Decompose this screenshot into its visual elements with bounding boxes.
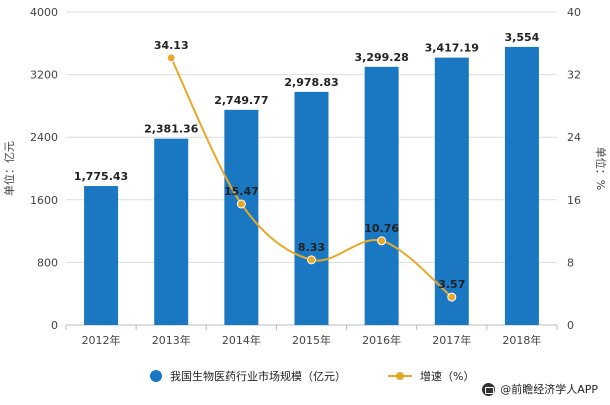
bar-value-label: 1,775.43 [74, 170, 128, 183]
data-labels: 1,775.43 2,381.36 2,749.77 2,978.83 3,299.28… [74, 31, 540, 291]
x-tick-label: 2017年 [432, 333, 471, 347]
x-tick-label: 2014年 [222, 333, 261, 347]
y-left-tick-label: 4000 [30, 6, 58, 19]
x-tick-label: 2018年 [502, 333, 541, 347]
legend-item-line[interactable]: 增速（%） [388, 368, 474, 384]
y-right-tick-label: 0 [567, 319, 574, 332]
y-left-tick-label: 1600 [30, 194, 58, 207]
y-left-axis-title: 单位：亿元 [2, 141, 16, 196]
legend-bar-label: 我国生物医药行业市场规模（亿元） [170, 370, 346, 383]
line-value-label: 8.33 [298, 241, 325, 254]
source-credit: @前瞻经济学人APP [482, 381, 598, 397]
legend-line-label: 增速（%） [420, 370, 475, 383]
bar-value-label: 3,299.28 [355, 51, 409, 64]
axes: 0 800 1600 2400 3200 4000 0 8 16 24 32 40 2012年 2013年… [2, 6, 608, 347]
legend-item-bar[interactable]: 我国生物医药行业市场规模（亿元） [150, 368, 346, 384]
source-text: @前瞻经济学人APP [500, 383, 598, 396]
y-left-tick-label: 800 [37, 256, 58, 269]
line-point [307, 255, 316, 265]
line-point [236, 199, 246, 209]
bar-series [84, 46, 539, 326]
x-tick-label: 2015年 [292, 333, 331, 347]
bar [154, 138, 189, 325]
line-value-label: 3.57 [438, 278, 465, 291]
bar [294, 91, 329, 325]
bar [504, 46, 539, 325]
y-right-tick-label: 40 [567, 6, 581, 19]
line-point [447, 292, 457, 302]
line-series [166, 53, 457, 302]
y-right-tick-label: 24 [567, 131, 581, 144]
bar-value-label: 3,417.19 [425, 42, 479, 55]
bar-value-label: 2,749.77 [214, 94, 268, 107]
bar [84, 186, 119, 325]
bar-value-label: 3,554 [505, 31, 540, 44]
y-left-tick-label: 0 [51, 319, 58, 332]
x-tick-label: 2016年 [362, 333, 401, 347]
legend-line-swatch [388, 370, 412, 382]
line-value-label: 10.76 [364, 222, 399, 235]
bar [364, 66, 399, 326]
line-point [166, 53, 176, 63]
bar [224, 109, 259, 325]
line-value-label: 15.47 [224, 185, 259, 198]
legend: 我国生物医药行业市场规模（亿元） 增速（%） [150, 368, 516, 384]
bar-value-label: 2,978.83 [284, 76, 338, 89]
app-logo-icon [482, 382, 496, 396]
y-right-axis-title: 单位：% [594, 147, 608, 190]
x-tick-label: 2012年 [82, 333, 121, 347]
line-point [377, 236, 387, 246]
bar-value-label: 2,381.36 [144, 123, 199, 136]
legend-bar-swatch [150, 370, 162, 382]
y-right-tick-label: 16 [567, 194, 581, 207]
y-right-tick-label: 32 [567, 69, 581, 82]
line-value-label: 34.13 [154, 39, 189, 52]
y-left-tick-label: 3200 [30, 69, 58, 82]
y-left-tick-label: 2400 [30, 131, 58, 144]
bar [434, 57, 469, 325]
y-right-tick-label: 8 [567, 256, 574, 269]
x-tick-label: 2013年 [152, 333, 191, 347]
